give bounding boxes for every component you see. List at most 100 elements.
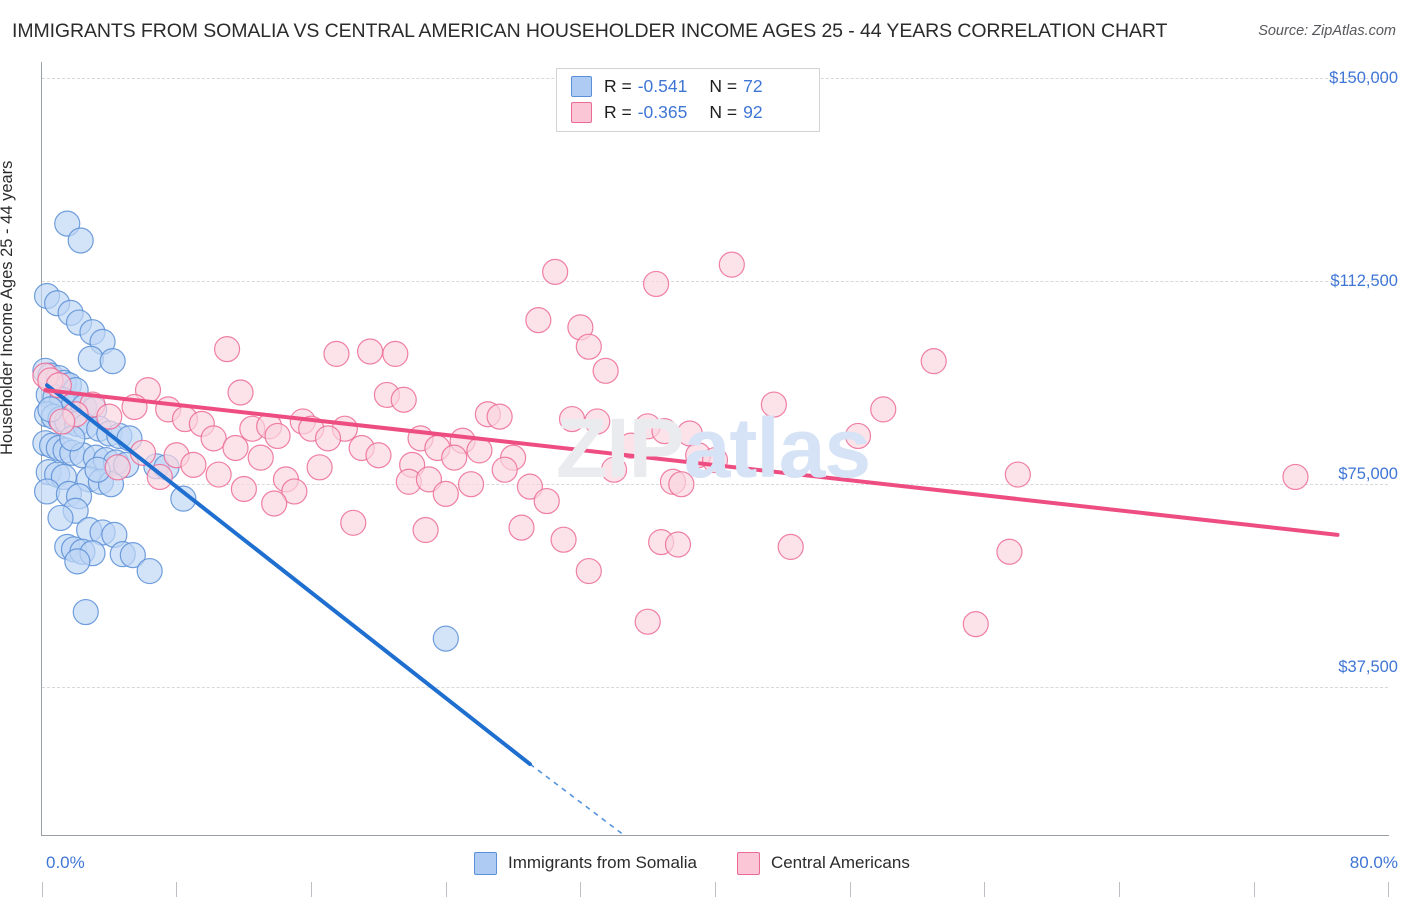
scatter-point bbox=[247, 444, 274, 471]
scatter-point bbox=[119, 542, 146, 569]
gridline-112500 bbox=[42, 281, 1388, 282]
n-value-central-americans: 92 bbox=[743, 101, 763, 122]
trendlines-layer bbox=[43, 383, 1340, 835]
scatter-point bbox=[49, 408, 76, 435]
scatter-point bbox=[664, 531, 692, 558]
scatter-point bbox=[575, 557, 602, 585]
scatter-point bbox=[136, 557, 163, 585]
scatter-point bbox=[47, 504, 74, 532]
scatter-point bbox=[390, 386, 417, 413]
scatter-point bbox=[525, 307, 552, 334]
scatter-point bbox=[592, 357, 619, 384]
stats-row-somalia: R = -0.541 N = 72 bbox=[571, 73, 763, 99]
scatter-point bbox=[72, 598, 99, 626]
source-label: Source: ZipAtlas.com bbox=[1258, 23, 1396, 39]
scatter-point bbox=[213, 335, 241, 363]
r-value-central-americans: -0.365 bbox=[637, 101, 688, 122]
scatter-point bbox=[1282, 463, 1309, 491]
scatter-point bbox=[643, 270, 670, 298]
scatter-point bbox=[550, 526, 577, 553]
scatter-point bbox=[491, 456, 518, 483]
y-axis-title: Householder Income Ages 25 - 44 years bbox=[0, 160, 16, 455]
trendline-central-americans bbox=[43, 388, 1340, 537]
scatter-point bbox=[96, 403, 123, 430]
plot-area bbox=[32, 62, 1389, 897]
x-tick-1b bbox=[176, 882, 177, 897]
scatter-point bbox=[415, 466, 443, 493]
scatter-point bbox=[323, 340, 350, 368]
scatter-point bbox=[962, 611, 989, 638]
x-tick-2 bbox=[311, 882, 312, 897]
scatter-point bbox=[777, 533, 804, 561]
scatter-point bbox=[617, 432, 644, 459]
scatter-point bbox=[200, 425, 227, 452]
x-tick-1 bbox=[42, 882, 43, 897]
x-tick-4 bbox=[580, 882, 581, 897]
series-legend-item-central-americans[interactable]: Central Americans bbox=[736, 851, 910, 875]
y-tick-label-75000: $75,000 bbox=[1338, 465, 1398, 483]
scatter-point bbox=[870, 396, 897, 423]
scatter-point bbox=[99, 348, 126, 375]
scatter-point bbox=[340, 509, 367, 536]
series-legend-item-somalia[interactable]: Immigrants from Somalia bbox=[474, 851, 697, 875]
scatter-point bbox=[516, 473, 544, 500]
scatter-point bbox=[718, 251, 745, 278]
scatter-point bbox=[180, 451, 207, 478]
trendline-immigrants-from-somalia bbox=[45, 383, 532, 767]
chart-header: IMMIGRANTS FROM SOMALIA VS CENTRAL AMERI… bbox=[0, 0, 1406, 54]
scatter-point bbox=[1004, 461, 1031, 488]
x-tick-10 bbox=[1388, 882, 1389, 897]
x-tick-6 bbox=[850, 882, 851, 897]
scatter-point bbox=[281, 478, 308, 505]
scatter-point bbox=[996, 538, 1023, 565]
x-tick-3 bbox=[446, 882, 447, 897]
trendline-extension-dashed bbox=[529, 763, 623, 835]
gridline-75000 bbox=[42, 484, 1388, 485]
y-tick-label-37500: $37,500 bbox=[1338, 658, 1398, 676]
n-label-central-americans: N = bbox=[709, 101, 738, 122]
series-label-somalia: Immigrants from Somalia bbox=[508, 853, 697, 872]
r-value-somalia: -0.541 bbox=[637, 75, 688, 96]
stats-row-central-americans: R = -0.365 N = 92 bbox=[571, 99, 763, 125]
scatter-point bbox=[170, 485, 197, 512]
scatter-point bbox=[67, 227, 94, 254]
scatter-group-central-americans bbox=[32, 251, 1309, 638]
scatter-point bbox=[227, 379, 254, 406]
page-title: IMMIGRANTS FROM SOMALIA VS CENTRAL AMERI… bbox=[12, 20, 1168, 42]
scatter-points-layer bbox=[32, 210, 1309, 652]
scatter-point bbox=[222, 434, 249, 462]
scatter-point bbox=[920, 348, 947, 375]
y-tick-label-112500: $112,500 bbox=[1330, 272, 1398, 290]
scatter-point bbox=[205, 461, 232, 488]
r-label-central-americans: R = bbox=[604, 101, 632, 122]
scatter-point bbox=[306, 454, 333, 481]
scatter-point bbox=[668, 471, 695, 498]
scatter-point bbox=[533, 487, 560, 515]
scatter-point bbox=[432, 480, 459, 507]
n-value-somalia: 72 bbox=[743, 75, 763, 96]
r-label-somalia: R = bbox=[604, 75, 632, 96]
n-label-somalia: N = bbox=[709, 75, 738, 96]
scatter-point bbox=[542, 258, 569, 285]
gridline-37500 bbox=[42, 687, 1388, 688]
x-axis-max-label: 80.0% bbox=[1349, 853, 1398, 872]
scatter-point bbox=[64, 548, 91, 575]
scatter-point bbox=[314, 425, 342, 452]
scatter-point bbox=[760, 391, 787, 418]
scatter-point bbox=[104, 454, 131, 481]
scatter-point bbox=[584, 408, 611, 435]
scatter-point bbox=[432, 625, 459, 652]
series-swatch-central-americans-icon bbox=[736, 851, 760, 875]
scatter-point bbox=[441, 444, 468, 471]
scatter-point bbox=[382, 340, 409, 368]
scatter-point bbox=[844, 422, 872, 450]
series-label-central-americans: Central Americans bbox=[770, 853, 910, 872]
scatter-point bbox=[365, 442, 392, 469]
scatter-point bbox=[412, 516, 439, 544]
scatter-point bbox=[634, 608, 661, 635]
scatter-point bbox=[508, 514, 535, 541]
x-tick-8 bbox=[1119, 882, 1120, 897]
scatter-point bbox=[264, 422, 291, 450]
scatter-point bbox=[261, 490, 288, 517]
x-tick-5 bbox=[715, 882, 716, 897]
